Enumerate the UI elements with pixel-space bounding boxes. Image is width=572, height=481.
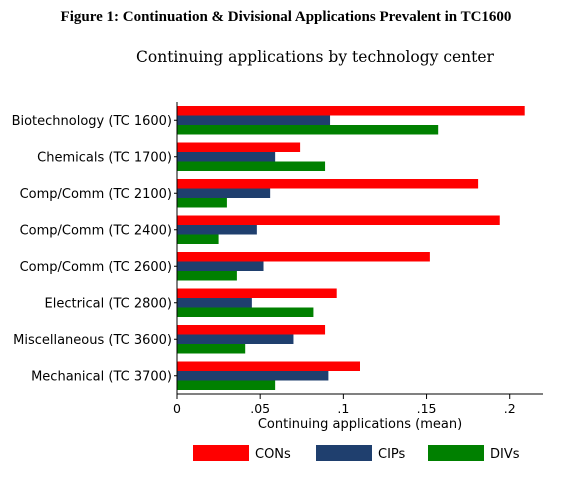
legend: CONs CIPs DIVs [193,445,520,462]
bar-cips-miscellaneous-tc-3600 [177,334,294,344]
bar-cons-miscellaneous-tc-3600 [177,325,326,335]
x-tick-label: .15 [417,401,437,416]
bar-cons-electrical-tc-2800 [177,288,337,298]
bar-cips-electrical-tc-2800 [177,298,252,308]
bar-cips-biotechnology-tc-1600 [177,115,331,125]
bar-divs-miscellaneous-tc-3600 [177,344,246,354]
x-tick-label: 0 [173,401,181,416]
category-label: Miscellaneous (TC 3600) [13,333,172,348]
bar-cips-mechanical-tc-3700 [177,371,329,381]
bar-divs-electrical-tc-2800 [177,307,314,317]
bars-layer [177,106,525,390]
legend-label-cips: CIPs [378,447,406,462]
category-label: Comp/Comm (TC 2600) [20,260,172,275]
bar-divs-comp-comm-tc-2400 [177,234,219,244]
category-label: Electrical (TC 2800) [45,296,173,311]
category-label: Mechanical (TC 3700) [31,369,172,384]
bar-cons-comp-comm-tc-2600 [177,252,430,262]
x-tick-labels: 0 .05 .1 .15 .2 [173,394,516,416]
figure-caption: Figure 1: Continuation & Divisional Appl… [60,9,512,25]
bar-divs-mechanical-tc-3700 [177,380,276,390]
legend-swatch-cons [193,445,249,461]
category-label: Comp/Comm (TC 2400) [20,223,172,238]
bar-cips-comp-comm-tc-2100 [177,188,271,198]
bar-cons-chemicals-tc-1700 [177,142,301,152]
category-label: Chemicals (TC 1700) [37,150,172,165]
category-labels: Biotechnology (TC 1600) Chemicals (TC 170… [12,114,177,384]
bar-cons-comp-comm-tc-2100 [177,179,479,189]
x-axis-label: Continuing applications (mean) [258,417,462,432]
bar-divs-chemicals-tc-1700 [177,161,326,171]
bar-cons-comp-comm-tc-2400 [177,215,500,225]
legend-label-divs: DIVs [490,447,520,462]
bar-cons-mechanical-tc-3700 [177,361,360,371]
bar-divs-biotechnology-tc-1600 [177,125,439,135]
legend-label-cons: CONs [255,447,291,462]
axes-layer [176,102,543,395]
chart-title: Continuing applications by technology ce… [136,48,495,66]
bar-divs-comp-comm-tc-2600 [177,271,237,281]
legend-swatch-cips [316,445,372,461]
x-tick-label: .2 [504,401,516,416]
x-tick-label: .1 [337,401,349,416]
category-label: Biotechnology (TC 1600) [12,114,172,129]
category-label: Comp/Comm (TC 2100) [20,187,172,202]
bar-cips-comp-comm-tc-2600 [177,261,264,271]
x-tick-label: .05 [250,401,270,416]
bar-cons-biotechnology-tc-1600 [177,106,525,116]
bar-divs-comp-comm-tc-2100 [177,198,227,208]
legend-swatch-divs [428,445,484,461]
bar-cips-chemicals-tc-1700 [177,152,276,162]
bar-cips-comp-comm-tc-2400 [177,225,257,235]
